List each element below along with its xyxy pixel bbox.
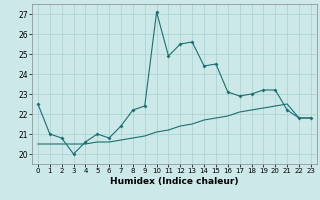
X-axis label: Humidex (Indice chaleur): Humidex (Indice chaleur) — [110, 177, 239, 186]
